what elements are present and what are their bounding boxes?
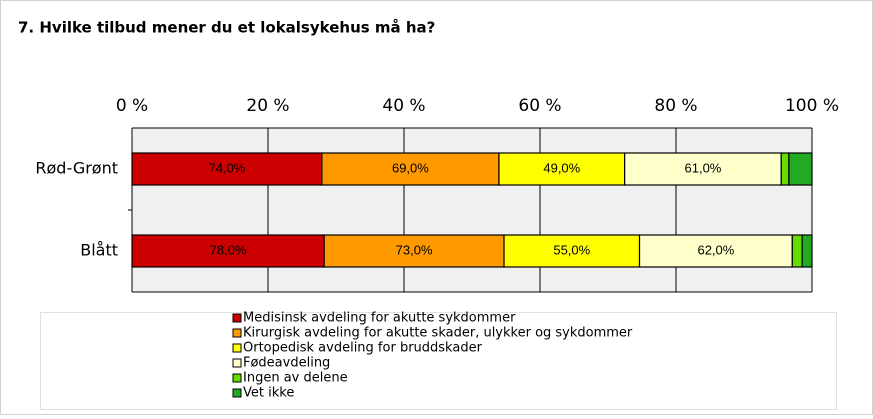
chart-title: 7. Hvilke tilbud mener du et lokalsykehu… [18, 19, 435, 37]
legend-swatch [232, 343, 242, 353]
bar-segment [624, 152, 782, 186]
bar-segment [788, 152, 813, 186]
data-label: 74,0% [209, 160, 246, 175]
data-label: 49,0% [543, 160, 580, 175]
legend-swatch [232, 373, 242, 383]
legend-swatch [232, 358, 242, 368]
legend-label: Ingen av delene [243, 371, 348, 386]
bar-segment [638, 234, 793, 268]
x-tick-label: 0 % [116, 96, 148, 116]
data-label: 73,0% [396, 242, 433, 257]
x-tick-label: 60 % [518, 96, 561, 116]
data-label: 62,0% [697, 242, 734, 257]
legend-label: Ortopedisk avdeling for bruddskader [243, 341, 483, 356]
data-label: 55,0% [553, 242, 590, 257]
legend [40, 312, 837, 410]
legend-swatch [232, 313, 242, 323]
data-label: 78,0% [210, 242, 247, 257]
y-tick-label: Rød-Grønt [35, 159, 118, 178]
legend-swatch [232, 388, 242, 398]
bar-segment [780, 152, 790, 186]
x-tick-label: 40 % [382, 96, 425, 116]
bar-segment [801, 234, 813, 268]
data-label: 61,0% [685, 160, 722, 175]
bar-segment [503, 234, 641, 268]
bar-segment [498, 152, 626, 186]
y-tick-label: Blått [80, 241, 118, 260]
legend-swatch [232, 328, 242, 338]
legend-label: Vet ikke [243, 386, 294, 401]
x-tick-label: 20 % [246, 96, 289, 116]
legend-label: Kirurgisk avdeling for akutte skader, ul… [243, 326, 633, 341]
x-tick-label: 80 % [654, 96, 697, 116]
legend-label: Fødeavdeling [243, 356, 330, 371]
data-label: 69,0% [392, 160, 429, 175]
x-tick-label: 100 % [785, 96, 839, 116]
bar-segment [131, 152, 323, 186]
bar-segment [791, 234, 803, 268]
legend-label: Medisinsk avdeling for akutte sykdommer [243, 311, 516, 326]
bar-segment [321, 152, 500, 186]
bar-segment [131, 234, 325, 268]
